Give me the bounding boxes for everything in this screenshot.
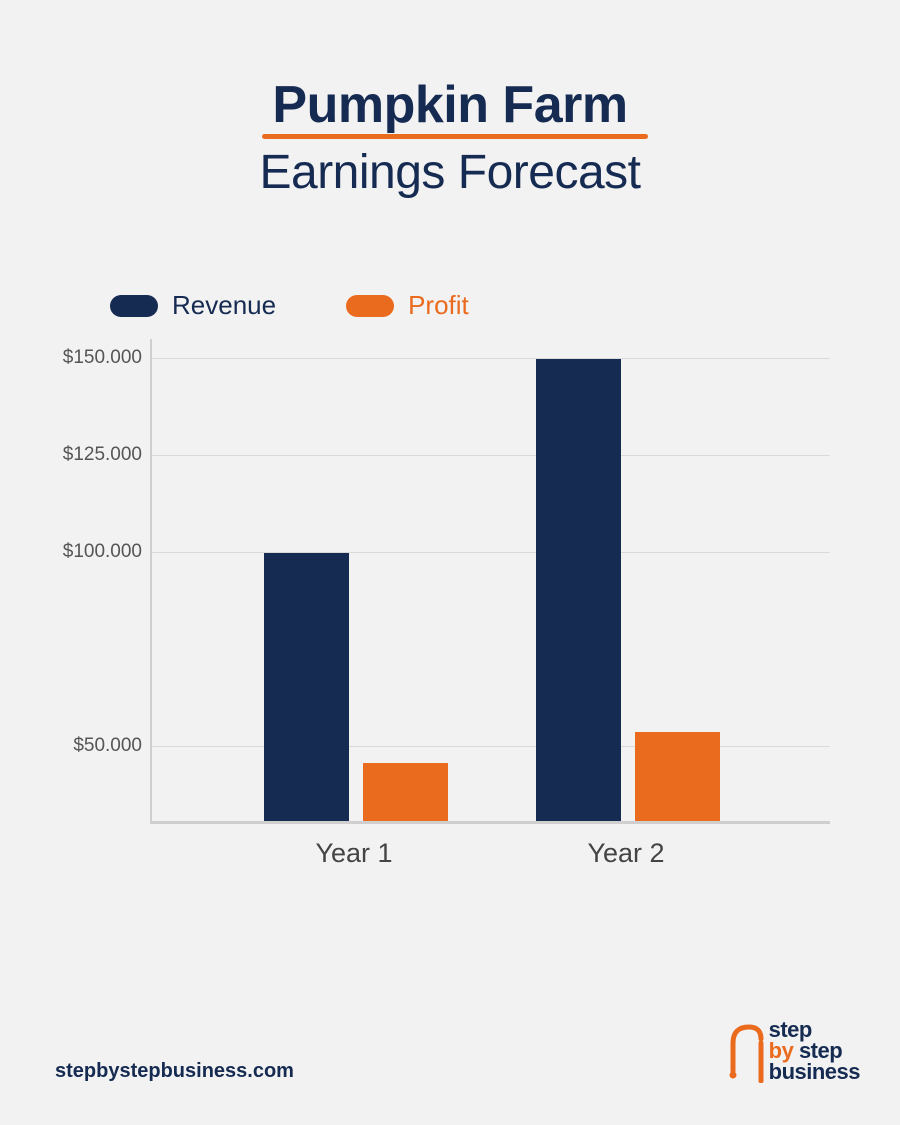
brand-logo: step by step business (727, 1013, 860, 1083)
logo-line-3: business (769, 1062, 860, 1083)
legend-label-profit: Profit (408, 290, 469, 321)
gridline (152, 552, 830, 553)
bar-revenue-1 (264, 553, 349, 821)
gridline (152, 746, 830, 747)
plot-area (150, 339, 830, 824)
y-tick-label: $125.000 (60, 444, 142, 466)
legend-swatch-revenue (110, 295, 158, 317)
title-line-1: Pumpkin Farm (272, 75, 627, 135)
title-line-2: Earnings Forecast (0, 145, 900, 200)
logo-arc-icon (727, 1013, 767, 1083)
chart-header: Pumpkin Farm Earnings Forecast (0, 0, 900, 200)
bar-profit-2 (635, 732, 720, 821)
footer: stepbystepbusiness.com step by step busi… (55, 1013, 860, 1083)
footer-url: stepbystepbusiness.com (55, 1060, 294, 1083)
gridline (152, 358, 830, 359)
title-underline (262, 134, 647, 139)
legend-item-profit: Profit (346, 290, 469, 321)
x-tick-label: Year 1 (315, 838, 392, 869)
y-tick-label: $50.000 (60, 735, 142, 757)
legend-swatch-profit (346, 295, 394, 317)
title-line-1-text: Pumpkin Farm (272, 76, 627, 134)
legend-item-revenue: Revenue (110, 290, 276, 321)
y-tick-label: $100.000 (60, 541, 142, 563)
bar-revenue-2 (536, 359, 621, 821)
chart-area: $50.000 $100.000 $125.000 $150.000 Year 1 Yea… (60, 339, 840, 869)
x-tick-label: Year 2 (587, 838, 664, 869)
gridline (152, 455, 830, 456)
legend: Revenue Profit (110, 290, 900, 321)
logo-text: step by step business (769, 1020, 860, 1083)
bar-profit-1 (363, 763, 448, 821)
y-tick-label: $150.000 (60, 347, 142, 369)
legend-label-revenue: Revenue (172, 290, 276, 321)
